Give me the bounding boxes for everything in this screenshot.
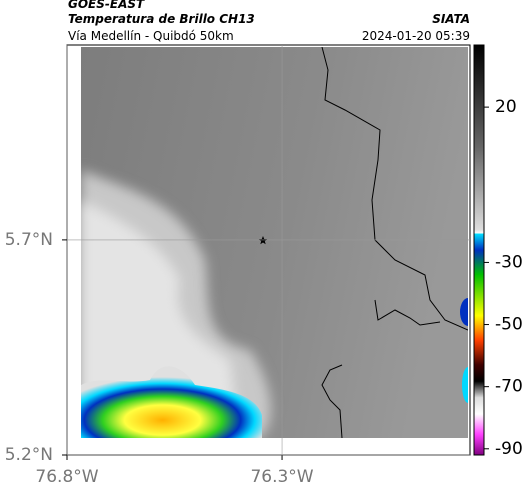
- source: GOES-EAST: [68, 0, 145, 11]
- y-tick-label: 5.7°N: [5, 230, 53, 250]
- y-tick-label: 5.2°N: [5, 445, 53, 465]
- imagery: [81, 47, 468, 438]
- subtitle: Vía Medellín - Quibdó 50km: [68, 29, 234, 43]
- colorbar-tick-label: -70: [495, 377, 523, 397]
- org: SIATA: [432, 12, 470, 26]
- colorbar-tick-label: -90: [495, 439, 523, 459]
- colorbar-tick-label: -50: [495, 315, 523, 335]
- colorbar-tick-label: 20: [495, 97, 517, 117]
- colorbar: [473, 44, 485, 456]
- x-tick-label: 76.8°W: [35, 467, 98, 487]
- title: Temperatura de Brillo CH13: [68, 12, 255, 26]
- colorbar-tick-label: -30: [495, 252, 523, 272]
- timestamp: 2024-01-20 05:39: [362, 29, 470, 43]
- x-tick-label: 76.3°W: [250, 467, 313, 487]
